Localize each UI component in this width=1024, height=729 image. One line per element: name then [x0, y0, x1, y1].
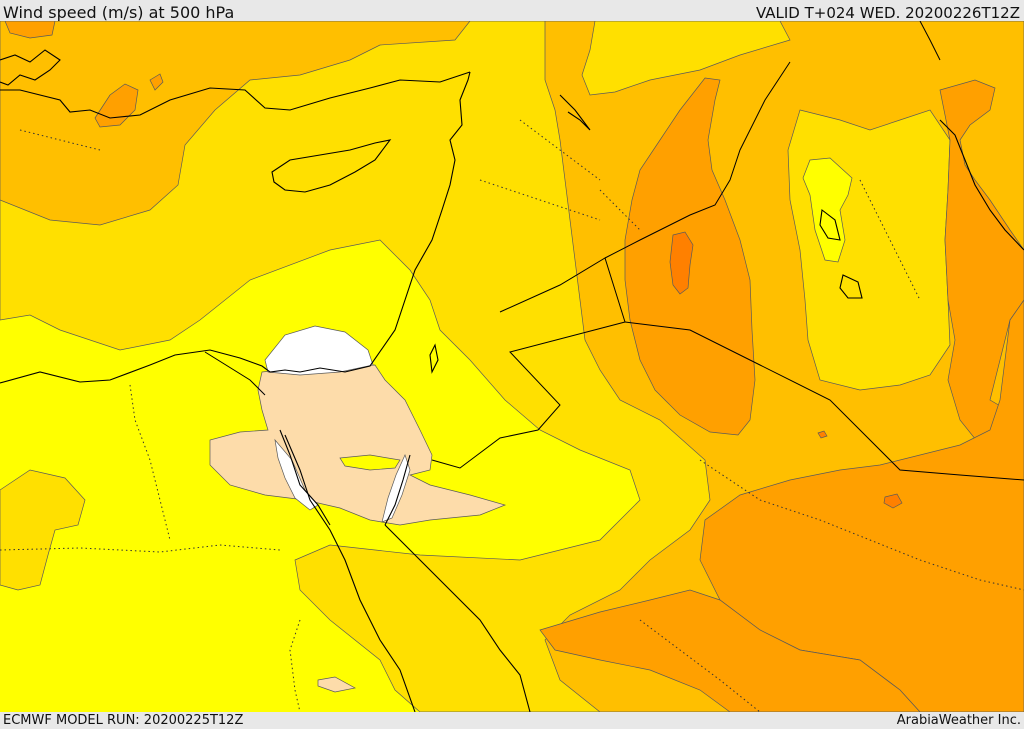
wind-speed-map[interactable]	[0, 21, 1024, 712]
wind-contour-darkorange-tiny	[817, 430, 828, 439]
valid-time: VALID T+024 WED. 20200226T12Z	[755, 4, 1020, 22]
wind-contour-amber	[0, 21, 471, 226]
coastline-red-sea	[284, 434, 416, 712]
coastline-aegean	[0, 49, 61, 86]
wind-contour-orange-se-lobe	[539, 589, 921, 712]
coastline-red-sea-east	[384, 524, 531, 712]
border-syria-iraq	[431, 257, 626, 469]
wind-contour-yellow-sw	[0, 469, 86, 591]
coastline-lake-urmia	[819, 208, 841, 241]
wind-contour-peach-small	[317, 676, 357, 693]
wind-contour-darkorange-small	[883, 493, 903, 509]
wind-contour-peach	[209, 364, 507, 526]
wind-contour-yellow-patch	[339, 454, 401, 471]
wind-contour-yellow-top	[581, 21, 791, 96]
coastline-gulf-suez	[279, 429, 331, 526]
wind-contour-lightyellow-lobe	[802, 157, 853, 263]
admin-borders	[0, 119, 1024, 712]
border-turkey-iran	[919, 21, 941, 61]
wind-contour-yellow-lobe	[787, 109, 951, 391]
coastline-caspian-hint	[559, 94, 591, 131]
coastline-mediterranean	[0, 71, 471, 384]
wind-contour-orange-nw2	[4, 21, 56, 39]
border-iran-iraq	[604, 61, 791, 259]
wind-contour-darkorange-peak	[669, 231, 694, 295]
map-title: Wind speed (m/s) at 500 hPa	[3, 3, 235, 22]
credit-label: ArabiaWeather Inc.	[896, 713, 1021, 728]
coastline-turkey	[0, 71, 471, 119]
wind-contour-orange-small	[149, 73, 164, 91]
coastline-cyprus	[271, 139, 392, 193]
border-egypt-libya	[204, 351, 266, 396]
border-iraq-saudi	[624, 321, 1024, 481]
coastline-gulf-aqaba	[384, 454, 411, 526]
header-bar: Wind speed (m/s) at 500 hPa VALID T+024 …	[0, 0, 1024, 22]
coastline-persian-gulf	[939, 119, 1024, 251]
footer-bar: ECMWF MODEL RUN: 20200225T12Z ArabiaWeat…	[0, 712, 1024, 729]
model-run-label: ECMWF MODEL RUN: 20200225T12Z	[3, 713, 244, 728]
wind-contour-orange-ne	[939, 79, 1024, 461]
coastline-lake-iraq	[839, 274, 863, 299]
wind-contour-white	[264, 325, 374, 376]
coastline-dead-sea	[429, 343, 439, 374]
